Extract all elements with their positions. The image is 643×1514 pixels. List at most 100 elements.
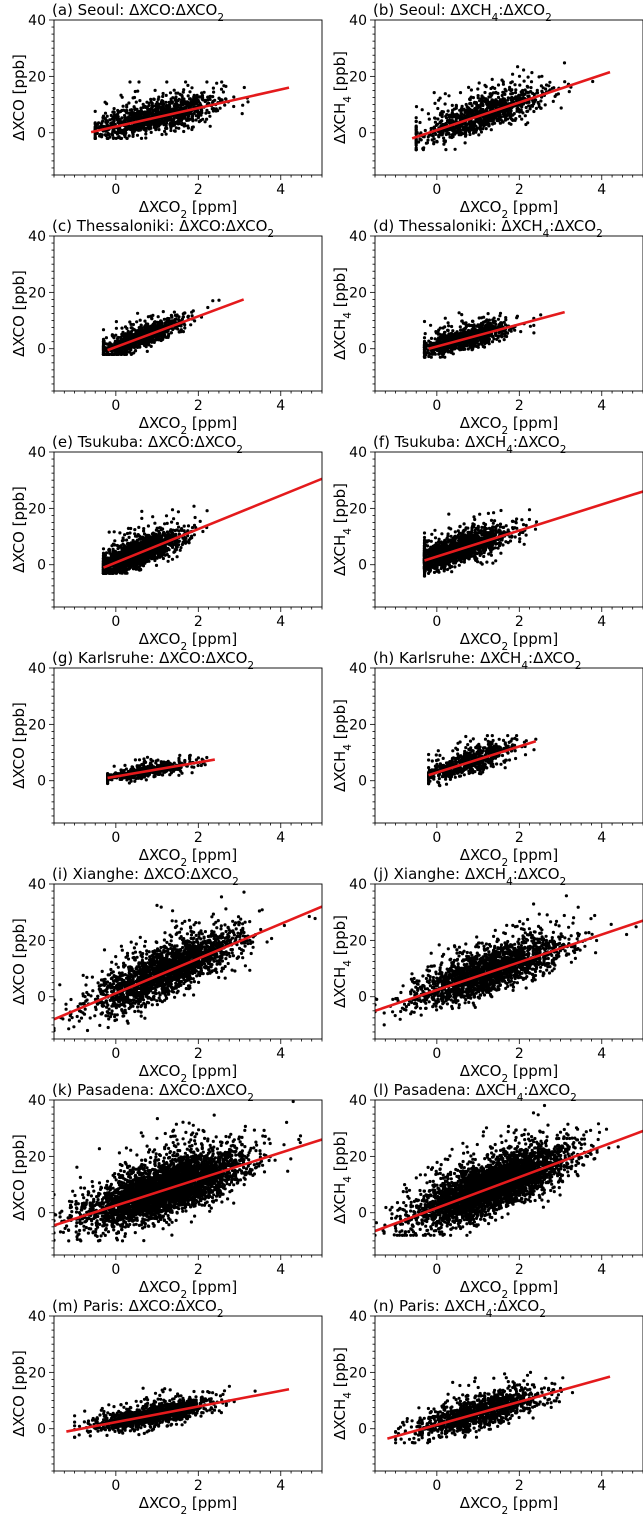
scatter-points: [414, 61, 595, 152]
data-point: [156, 124, 160, 128]
data-point: [429, 126, 433, 131]
data-point: [122, 337, 126, 341]
y-tick-label: 20: [349, 69, 367, 85]
data-point: [464, 102, 468, 107]
data-point: [520, 105, 524, 109]
data-point: [151, 104, 155, 108]
data-point: [442, 136, 446, 140]
data-point: [197, 120, 201, 124]
plot-frame: [374, 235, 643, 392]
data-point: [539, 84, 544, 88]
data-point: [466, 122, 470, 126]
data-point: [154, 563, 159, 568]
data-point: [505, 334, 509, 339]
data-point: [510, 88, 514, 92]
data-point: [172, 116, 176, 120]
data-point: [137, 328, 141, 332]
data-point: [167, 320, 172, 324]
data-point: [500, 119, 504, 123]
data-point: [131, 322, 135, 327]
data-point: [186, 315, 190, 319]
data-point: [174, 95, 178, 99]
data-point: [537, 75, 541, 79]
data-point: [498, 311, 503, 315]
data-point: [472, 124, 476, 128]
data-point: [136, 89, 140, 93]
data-point: [477, 342, 481, 347]
data-point: [509, 81, 513, 85]
data-point: [432, 142, 436, 146]
data-point: [489, 86, 493, 91]
data-point: [532, 331, 536, 335]
data-point: [149, 328, 153, 332]
y-tick-label: 40: [349, 13, 367, 29]
data-point: [463, 132, 468, 136]
data-point: [422, 339, 427, 343]
data-point: [186, 94, 190, 98]
data-point: [142, 113, 146, 117]
data-point: [472, 330, 476, 334]
data-point: [101, 346, 106, 350]
data-point: [518, 114, 522, 118]
data-point: [129, 322, 133, 326]
data-point: [530, 71, 534, 75]
data-point: [211, 99, 215, 103]
data-point: [479, 130, 483, 134]
data-point: [194, 118, 198, 122]
data-point: [146, 330, 150, 334]
data-point: [146, 107, 150, 111]
data-point: [450, 324, 454, 329]
data-point: [526, 121, 530, 125]
data-point: [150, 336, 154, 340]
data-point: [467, 128, 472, 132]
data-point: [192, 97, 196, 101]
data-point: [490, 98, 494, 102]
data-point: [447, 127, 452, 131]
data-point: [172, 310, 176, 314]
data-point: [212, 107, 216, 111]
data-point: [143, 110, 147, 114]
data-point: [462, 107, 466, 112]
data-point: [497, 116, 501, 120]
data-point: [182, 88, 186, 92]
data-point: [444, 122, 448, 126]
data-point: [125, 105, 129, 109]
data-point: [506, 96, 510, 100]
data-point: [483, 90, 487, 95]
data-point: [193, 319, 197, 323]
data-point: [206, 101, 210, 106]
data-point: [93, 109, 97, 113]
data-point: [419, 138, 423, 142]
x-tick-label: 4: [597, 182, 606, 198]
data-point: [107, 345, 111, 349]
data-point: [137, 80, 141, 84]
data-point: [112, 352, 116, 356]
data-point: [153, 88, 157, 92]
data-point: [459, 328, 463, 332]
data-point: [481, 127, 485, 131]
y-tick-label: 20: [28, 69, 46, 85]
data-point: [121, 350, 125, 354]
data-point: [433, 337, 437, 341]
data-point: [111, 115, 115, 119]
data-point: [131, 538, 135, 543]
data-point: [499, 330, 504, 334]
data-point: [484, 127, 488, 131]
data-point: [521, 88, 525, 93]
x-tick-label: 2: [194, 398, 203, 414]
data-point: [157, 95, 161, 99]
data-point: [117, 110, 121, 114]
y-tick-label: 0: [37, 126, 46, 142]
data-point: [181, 330, 185, 334]
data-point: [232, 104, 236, 109]
data-point: [116, 347, 120, 351]
data-point: [163, 117, 167, 121]
data-point: [457, 336, 461, 340]
data-point: [443, 92, 447, 96]
data-point: [519, 93, 523, 97]
panel-title: (b) Seoul: ΔXCH4:ΔXCO2: [373, 1, 552, 24]
data-point: [490, 77, 494, 81]
data-point: [133, 89, 137, 94]
data-point: [491, 115, 495, 119]
data-point: [176, 540, 181, 544]
